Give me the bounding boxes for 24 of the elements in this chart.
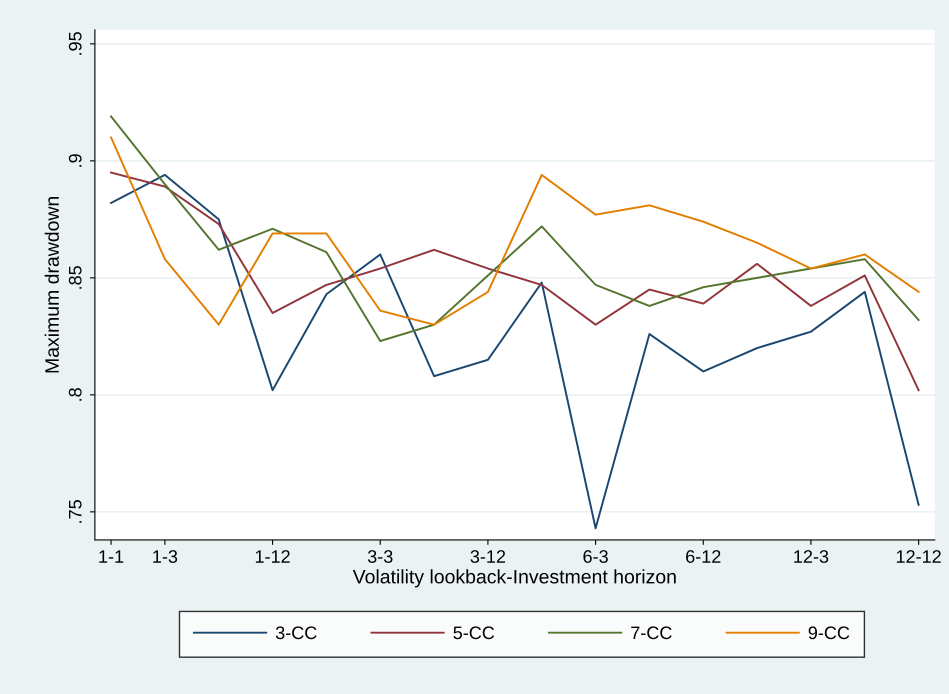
x-tick-label: 6-3 <box>583 550 608 563</box>
y-tick-label: .9 <box>68 154 82 167</box>
y-tick-label: .85 <box>68 266 82 289</box>
y-tick-label: .8 <box>68 388 82 401</box>
line-series <box>110 136 920 326</box>
line-series <box>110 172 920 392</box>
y-tick-label: .75 <box>69 500 82 523</box>
legend-label: 7-CC <box>631 626 672 640</box>
x-tick-label: 3-12 <box>470 550 506 563</box>
x-tick-label: 1-3 <box>153 550 178 563</box>
legend-label: 3-CC <box>276 626 317 640</box>
line-series <box>110 174 920 530</box>
y-axis-title: Maximum drawdown <box>44 196 59 372</box>
x-axis-title: Volatility lookback-Investment horizon <box>352 569 676 588</box>
x-tick-label: 3-3 <box>368 550 392 563</box>
legend-label: 9-CC <box>808 626 850 640</box>
x-tick-label: 12-3 <box>794 550 828 563</box>
x-tick-label: 6-12 <box>686 550 720 563</box>
x-tick-label: 1-1 <box>99 550 124 563</box>
x-tick-label: 12-12 <box>896 550 941 563</box>
y-tick-label: .95 <box>68 32 82 55</box>
line-series <box>110 115 920 342</box>
x-tick-label: 1-12 <box>256 550 290 563</box>
legend-label: 5-CC <box>453 626 494 640</box>
